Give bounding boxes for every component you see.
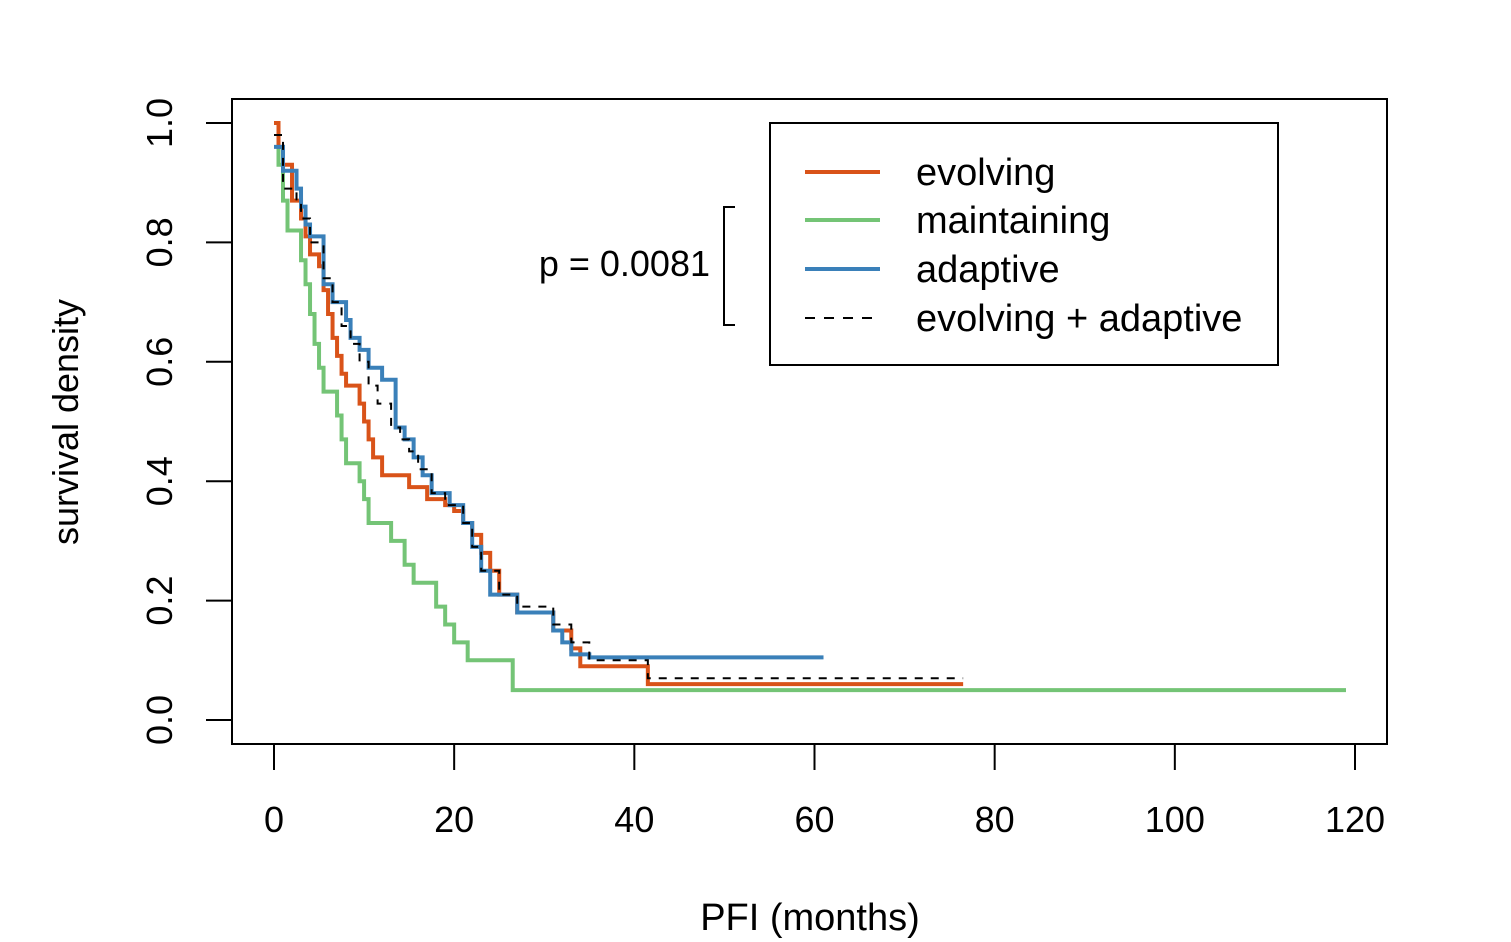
series-group xyxy=(274,121,1346,693)
x-tick-label: 80 xyxy=(975,799,1015,840)
legend-label: adaptive xyxy=(916,249,1060,291)
y-tick-label: 1.0 xyxy=(139,98,180,148)
x-tick-label: 20 xyxy=(434,799,474,840)
series-line-evolving-adaptive xyxy=(274,133,964,680)
legend-entries: evolving maintaining adaptive evolving + ad… xyxy=(805,152,1242,340)
x-axis: 0 20 40 60 80 100 120 xyxy=(264,743,1385,840)
series-line-adaptive xyxy=(274,144,824,660)
x-tick-label: 100 xyxy=(1145,799,1205,840)
y-tick-label: 0.0 xyxy=(139,695,180,745)
p-value-annotation: p = 0.0081 xyxy=(539,243,710,284)
x-axis-label: PFI (months) xyxy=(700,897,920,939)
y-tick-label: 0.4 xyxy=(139,456,180,506)
y-axis: 0.0 0.2 0.4 0.6 0.8 1.0 xyxy=(139,98,233,745)
legend-label: evolving xyxy=(916,152,1055,194)
y-tick-label: 0.6 xyxy=(139,337,180,387)
series-line-maintaining xyxy=(274,121,1346,693)
y-axis-label: survival density xyxy=(45,299,86,545)
legend-label: maintaining xyxy=(916,200,1110,242)
x-tick-label: 120 xyxy=(1325,799,1385,840)
p-value-bracket xyxy=(723,206,735,326)
y-tick-label: 0.2 xyxy=(139,576,180,626)
legend: evolving maintaining adaptive evolving + ad… xyxy=(769,122,1279,366)
y-tick-label: 0.8 xyxy=(139,217,180,267)
x-tick-label: 0 xyxy=(264,799,284,840)
legend-box xyxy=(769,122,1279,366)
x-tick-label: 40 xyxy=(614,799,654,840)
x-tick-label: 60 xyxy=(794,799,834,840)
legend-label: evolving + adaptive xyxy=(916,298,1242,340)
